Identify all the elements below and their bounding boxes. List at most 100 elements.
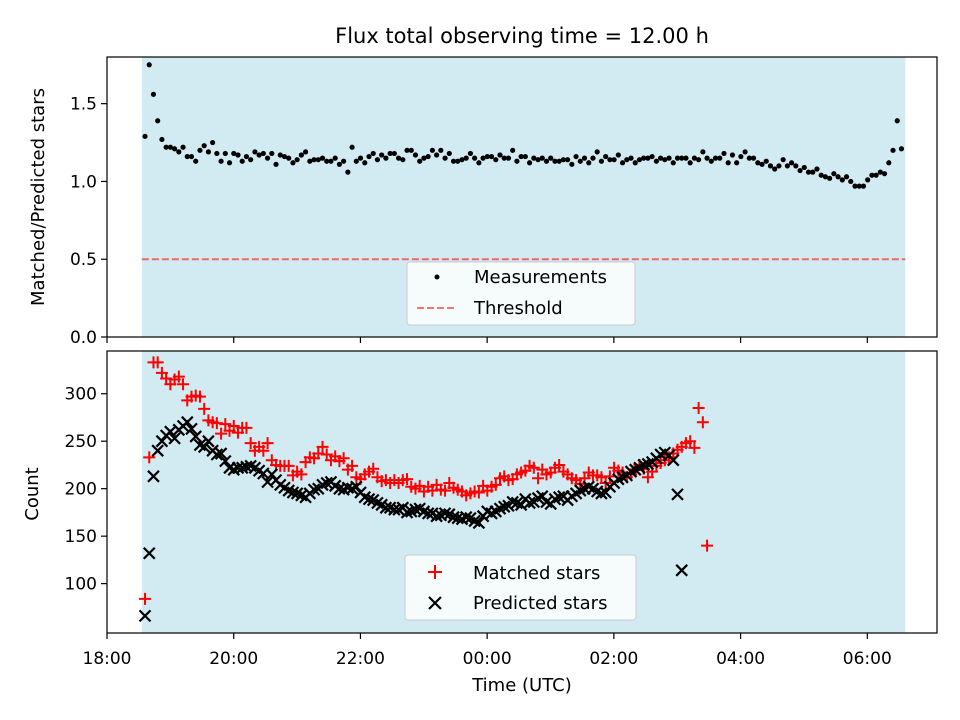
measurement-point [738, 153, 744, 160]
measurement-point [877, 169, 883, 175]
measurement-point [176, 149, 182, 155]
predicted-star-point [671, 488, 684, 501]
y-tick-label: 0.5 [70, 250, 97, 270]
measurement-point [222, 150, 228, 157]
measurement-point [303, 149, 309, 155]
measurement-point [290, 160, 296, 166]
matched-star-point [198, 402, 211, 415]
measurement-point [615, 152, 621, 158]
predicted-legend-marker [428, 596, 442, 610]
predicted-star-point [400, 506, 414, 519]
measurement-point [235, 152, 241, 158]
measurement-point [856, 183, 862, 189]
measurement-point [898, 146, 905, 152]
figure-title: Flux total observing time = 12.00 h [335, 24, 709, 48]
matched-star-point [219, 418, 232, 431]
measurement-point [814, 166, 820, 172]
measurement-point [628, 155, 634, 161]
measurement-point [248, 157, 254, 163]
measurement-point [641, 155, 647, 161]
predicted-star-point [506, 495, 519, 509]
measurement-point [526, 160, 533, 166]
x-axis-label: Time (UTC) [471, 675, 572, 696]
measurement-point [708, 158, 714, 164]
measurement-point [788, 160, 795, 166]
y-tick-label: 150 [65, 527, 97, 547]
measurement-point [619, 160, 626, 166]
measurement-point [742, 149, 748, 155]
measurement-point [539, 155, 545, 161]
matched-star-point [553, 458, 566, 471]
matched-star-point [282, 459, 295, 472]
y-tick-label: 200 [65, 480, 97, 500]
measurement-point [603, 153, 609, 160]
predicted-star-point [472, 516, 486, 530]
measurement-point [480, 155, 486, 161]
matched-star-point [337, 452, 350, 465]
measurement-point [188, 153, 195, 160]
ratio-panel-frame [106, 56, 938, 338]
measurement-point [324, 158, 330, 164]
measurement-point [488, 153, 495, 160]
measurement-point [332, 155, 338, 161]
measurement-point [712, 155, 719, 161]
predicted-star-point [497, 500, 511, 513]
measurement-point [417, 158, 423, 164]
measurement-point [442, 155, 448, 161]
predicted-star-point [168, 432, 181, 445]
measurement-point [594, 149, 600, 155]
measurement-point [543, 158, 550, 164]
measurement-point [472, 155, 478, 161]
measurement-point [552, 158, 558, 164]
matched-legend-label: Matched stars [473, 563, 600, 584]
measurement-point [535, 157, 541, 163]
predicted-stars-points [138, 415, 688, 623]
measurement-point [298, 152, 304, 158]
predicted-star-point [595, 487, 608, 500]
measurement-point [421, 155, 427, 161]
measurement-point [205, 149, 212, 155]
measurement-point [556, 158, 562, 164]
measurement-point [467, 150, 474, 157]
measurement-point [197, 147, 203, 153]
predicted-star-point [147, 470, 160, 483]
measurement-point [226, 160, 233, 166]
measurement-point [746, 155, 752, 161]
predicted-star-point [138, 609, 152, 623]
predicted-star-point [438, 507, 452, 520]
matched-star-point [261, 437, 274, 450]
measurement-point [772, 166, 778, 172]
measurement-point [683, 155, 689, 161]
measurement-point [763, 158, 769, 164]
measurement-point [231, 150, 237, 157]
measurement-point [167, 144, 173, 150]
measurement-point [193, 158, 199, 164]
measurement-point [366, 153, 372, 160]
predicted-star-point [552, 490, 566, 504]
y-tick-label: 1.5 [70, 95, 97, 115]
matched-star-point [489, 478, 502, 491]
matched-star-point [295, 468, 308, 481]
measurement-point [666, 155, 672, 161]
ratio-legend: Measurements Threshold [406, 261, 636, 326]
measurement-point [793, 163, 799, 169]
measurement-point [649, 153, 655, 160]
measurement-point [379, 152, 385, 158]
measurement-point [345, 169, 351, 175]
predicted-star-point [459, 510, 473, 524]
predicted-star-point [675, 564, 688, 577]
predicted-star-point [189, 430, 203, 443]
measurement-point [687, 160, 693, 166]
measurement-point [869, 172, 875, 178]
measurement-point [784, 163, 790, 169]
measurement-point [522, 153, 528, 160]
matched-star-point [701, 539, 714, 552]
measurement-point [822, 174, 829, 180]
predicted-star-point [637, 458, 650, 472]
measurement-point [408, 147, 414, 153]
measurement-point [810, 169, 816, 175]
measurement-point [569, 161, 575, 167]
predicted-star-point [362, 492, 376, 506]
measurement-point [214, 150, 220, 157]
